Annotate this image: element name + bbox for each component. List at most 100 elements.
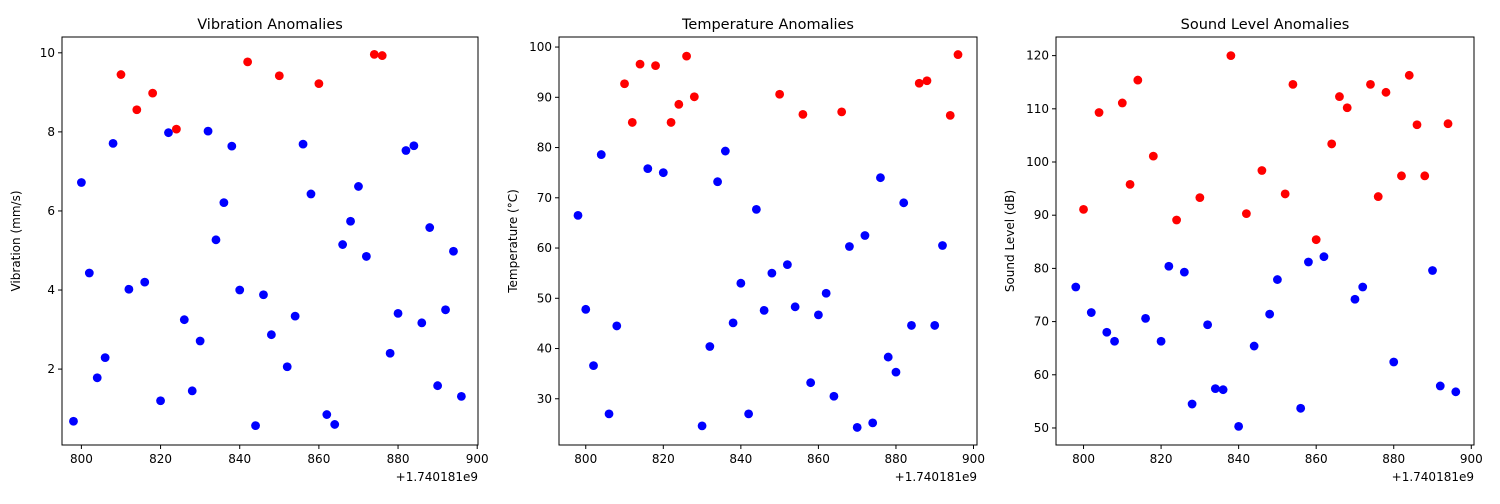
normal-point [1179,267,1189,277]
normal-point [930,321,940,330]
normal-point [393,308,403,318]
anomaly-point [775,89,785,99]
x-tick-label: 880 [1382,452,1405,466]
normal-point [227,141,237,151]
normal-point [596,150,606,159]
normal-point [728,318,738,328]
anomaly-point [1125,179,1135,189]
normal-point [814,310,823,320]
anomaly-point [1288,79,1298,89]
y-tick-label: 50 [537,291,552,305]
normal-point [417,318,427,328]
anomaly-point [1311,235,1321,245]
normal-point [612,321,622,331]
anomaly-point [1241,209,1251,219]
normal-point [744,409,754,419]
anomaly-point [953,50,963,59]
x-offset-label: +1.740181e9 [396,470,478,484]
normal-point [409,141,419,151]
normal-point [845,242,854,251]
normal-point [1156,336,1166,346]
anomaly-point [1397,171,1406,181]
normal-point [759,305,769,315]
normal-point [322,410,332,419]
normal-point [433,381,443,391]
y-tick-label: 100 [529,40,552,54]
normal-point [883,352,893,362]
normal-point [1273,275,1282,284]
anomaly-point [1381,87,1391,97]
x-tick-label: 880 [885,452,908,466]
x-tick-label: 820 [652,452,675,466]
anomaly-point [635,59,645,69]
y-tick-label: 10 [40,46,55,60]
normal-point [907,321,916,330]
anomaly-point [1148,151,1158,161]
chart-title: Temperature Anomalies [681,17,854,33]
y-tick-label: 30 [537,392,552,406]
anomaly-point [689,92,699,102]
anomaly-point [682,51,691,61]
y-tick-label: 60 [1034,368,1049,382]
anomaly-point [1094,108,1104,117]
anomaly-point [1257,166,1267,175]
y-tick-label: 8 [47,125,55,139]
normal-point [456,391,466,401]
anomaly-point [1195,193,1205,203]
y-tick-label: 90 [1034,208,1049,222]
normal-point [860,231,870,240]
plot-frame [61,36,479,446]
normal-point [385,348,395,358]
y-tick-label: 90 [537,90,552,104]
normal-point [891,367,901,377]
normal-point [720,146,730,156]
normal-point [100,353,110,363]
normal-point [266,330,276,340]
x-tick-label: 840 [228,452,251,466]
normal-point [899,198,909,208]
normal-point [211,235,221,245]
x-tick-label: 800 [1072,452,1095,466]
normal-point [782,260,792,270]
normal-point [1435,381,1445,391]
normal-point [751,204,761,214]
y-axis-label: Sound Level (dB) [1003,190,1017,292]
chart-title: Vibration Anomalies [197,17,343,33]
y-axis-label: Temperature (°C) [506,189,520,294]
normal-point [1249,341,1259,351]
x-tick-label: 900 [962,452,985,466]
normal-point [1102,327,1112,337]
normal-point [92,373,102,383]
normal-point [1358,282,1368,292]
normal-point [1071,282,1081,292]
normal-point [713,177,722,187]
anomaly-point [377,51,387,60]
normal-point [1319,252,1329,262]
chart-panel-1: 800 820 840 860 880 900 2 4 6 8 10 +1.740181e9 Vibra… [9,17,489,484]
anomaly-point [1443,119,1453,129]
normal-point [1304,257,1313,267]
normal-point [354,182,363,191]
x-offset-label: +1.740181e9 [1392,470,1474,484]
anomaly-point [674,99,684,109]
y-tick-label: 6 [47,204,55,218]
normal-point [821,288,831,298]
anomaly-point [945,110,955,120]
plot-frame [558,36,978,446]
normal-point [298,139,308,149]
x-tick-label: 800 [574,452,597,466]
anomaly-point [1420,171,1430,181]
normal-point [156,396,165,406]
normal-point [1428,266,1437,275]
normal-point [1265,309,1275,319]
normal-point [69,416,78,426]
normal-point [581,304,591,314]
anomaly-point [243,57,253,67]
anomaly-point [1117,98,1127,108]
plot-frame [1055,36,1475,446]
normal-point [346,216,355,226]
normal-point [203,126,213,136]
normal-point [829,391,839,401]
normal-point [1164,261,1174,271]
normal-point [425,223,435,232]
